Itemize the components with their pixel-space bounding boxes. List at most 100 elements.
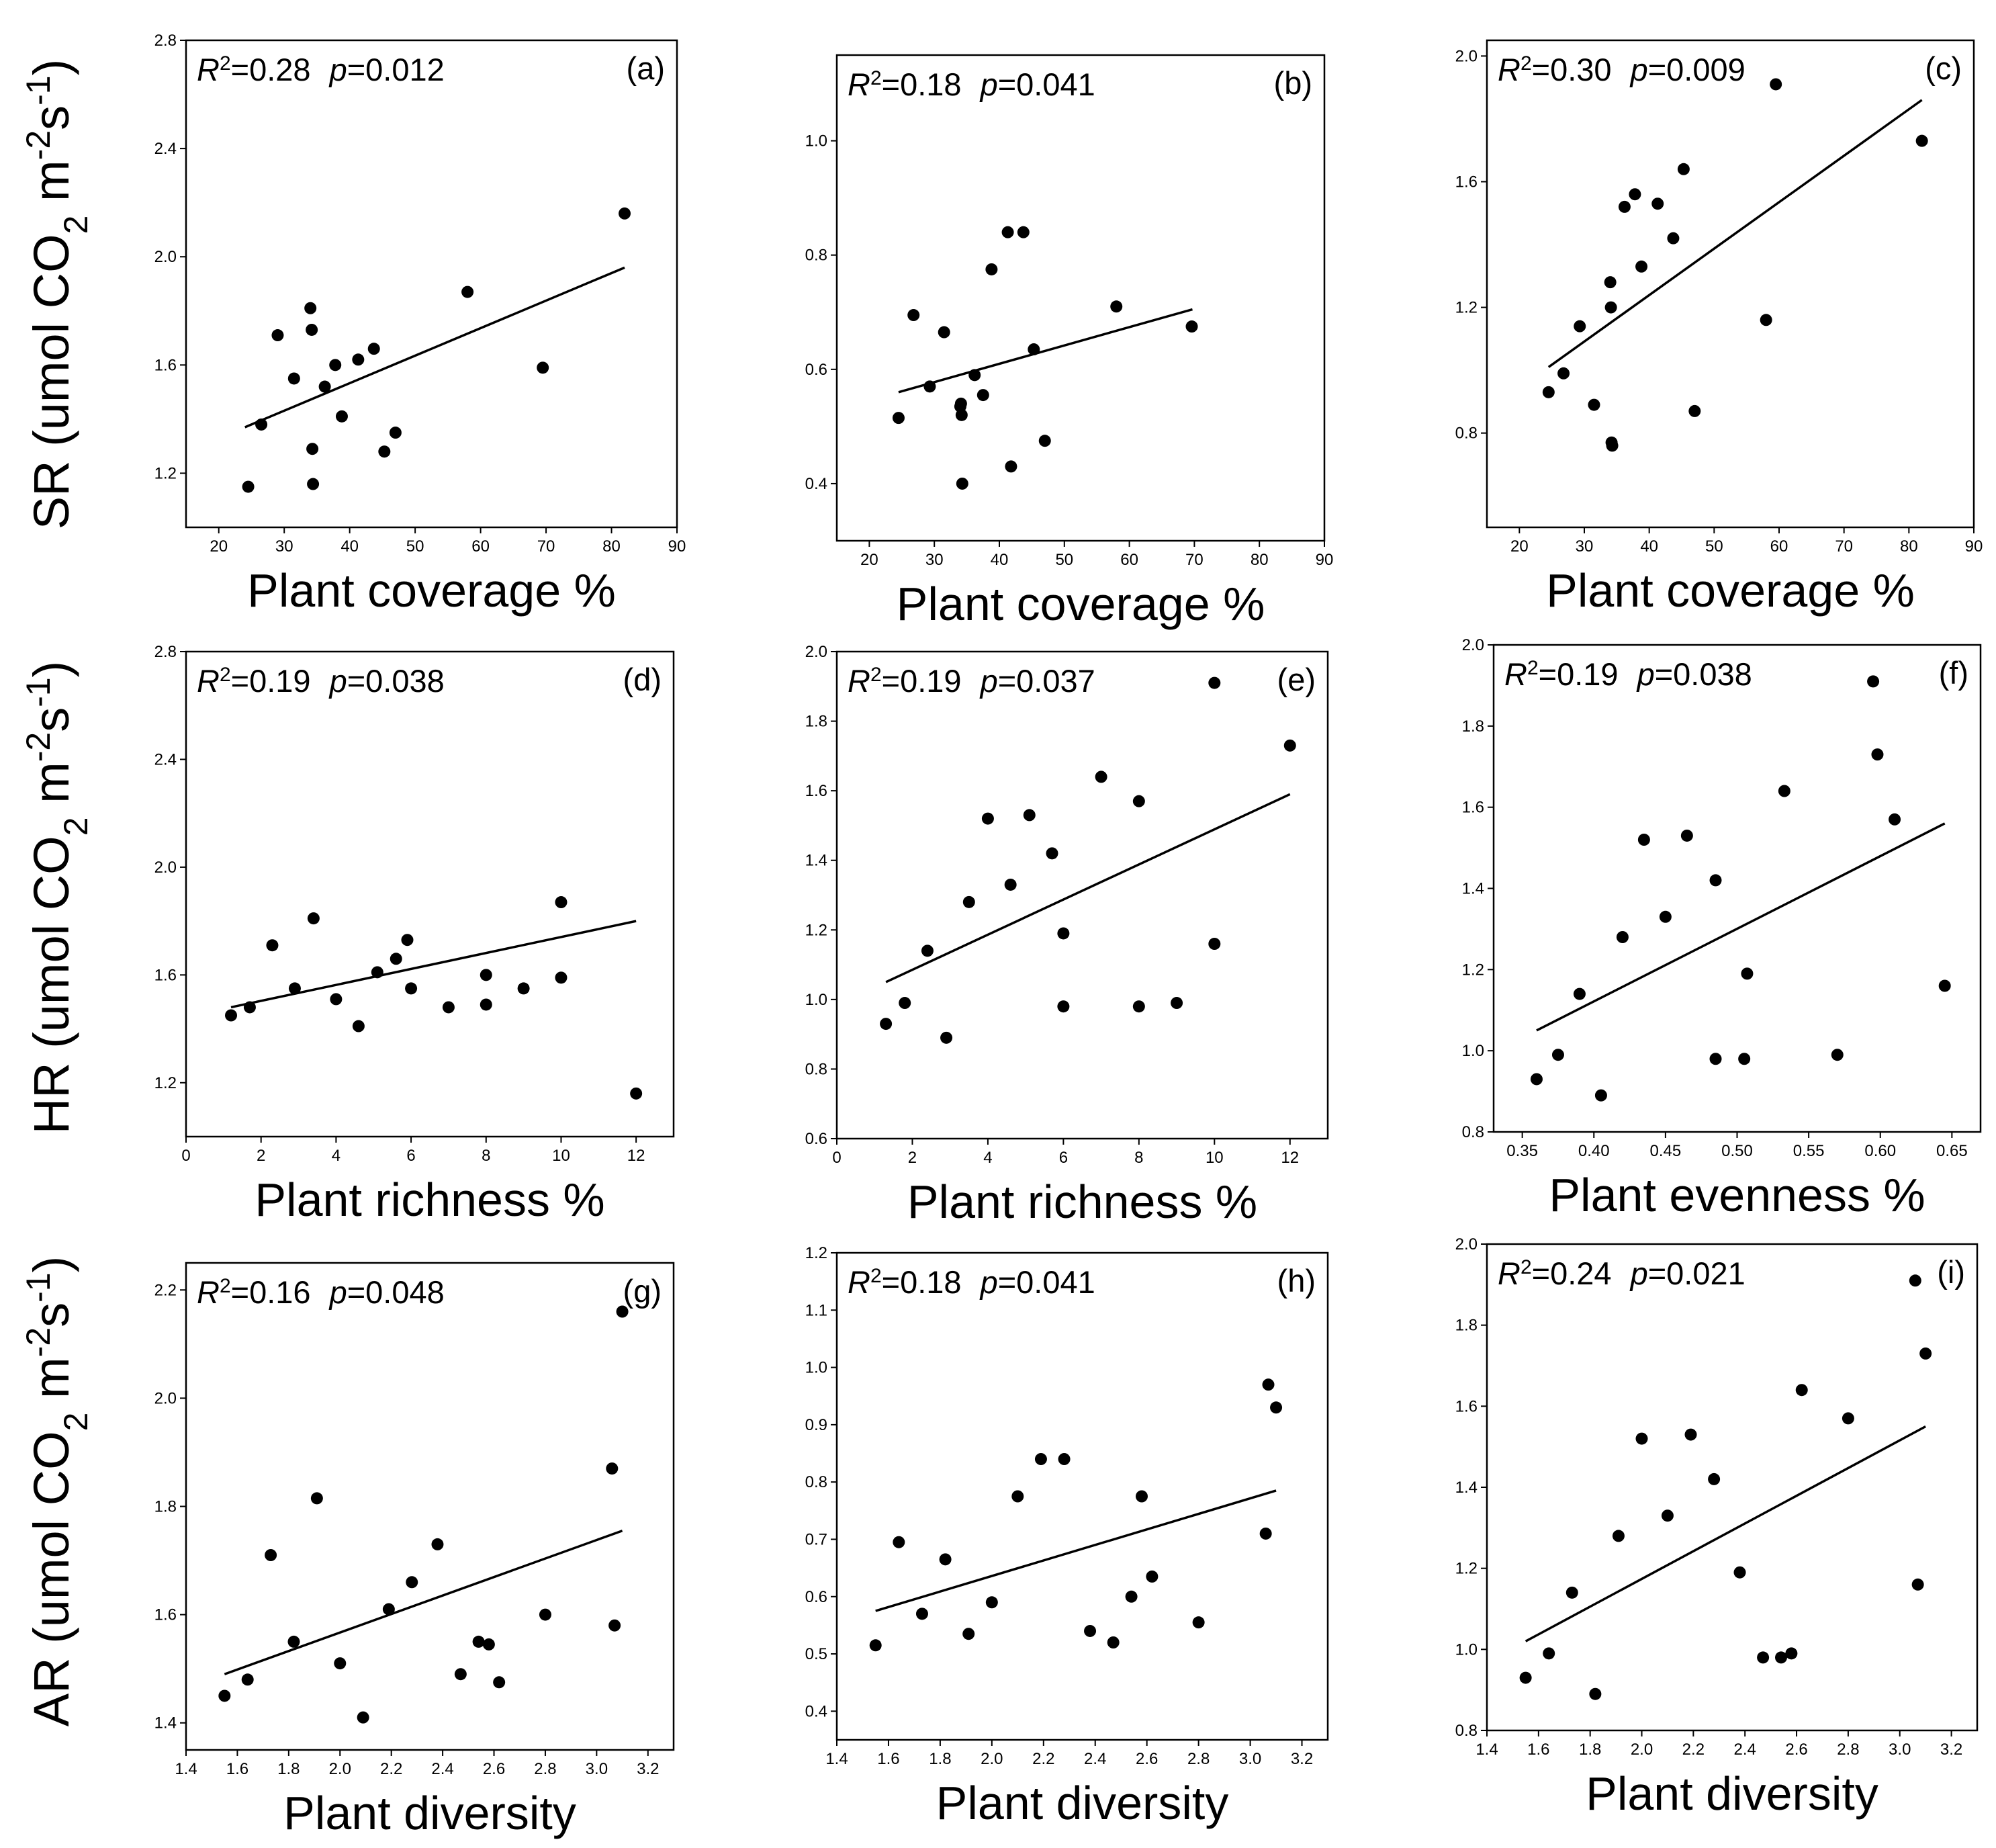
y-tick-label: 0.8 [1462,1123,1484,1141]
panel-label: (d) [623,662,662,697]
data-point [1171,997,1183,1010]
data-point [1604,301,1617,314]
plot-frame [835,650,1329,1140]
x-tick-label: 3.2 [1940,1741,1962,1759]
data-point [1604,276,1617,289]
data-point [335,410,348,423]
y-tick-label: 1.0 [805,1359,827,1377]
x-tick-label: 2.0 [981,1750,1003,1768]
data-point [307,478,320,490]
x-tick-label: 2.4 [431,1760,453,1778]
row-label-ar: AR (umol CO2 m-2s-1) [19,1256,95,1727]
y-tick-label: 2.8 [154,32,177,50]
data-point [1110,300,1123,313]
data-point [1637,834,1650,846]
panel-label: (f) [1939,655,1968,691]
data-point [493,1676,506,1689]
stats-annotation: R2=0.28 p=0.012 [197,52,445,87]
data-point [1574,320,1586,333]
x-tick-label: 1.8 [929,1750,951,1768]
y-tick-label: 1.2 [1462,961,1484,979]
x-tick-label: 2 [908,1149,917,1167]
data-point [977,389,989,402]
y-tick-label: 1.2 [1455,299,1478,317]
data-point [1867,675,1880,688]
data-point [401,934,414,947]
panel-d: 0 2 4 6 8 10 12 1.2 1.6 2.0 2.4 2.8 R2=0.19 p=0.038 (d… [154,643,675,1226]
data-point [287,1635,300,1648]
data-point [968,369,981,382]
data-point [1095,771,1107,783]
data-point [306,443,319,455]
data-point [1135,1490,1148,1503]
x-tick-label: 2.8 [1837,1741,1859,1759]
x-axis-title: Plant evenness % [1549,1169,1925,1221]
y-tick-label: 1.6 [154,1606,177,1624]
y-tick-label: 0.8 [1455,1722,1478,1740]
data-point [352,353,365,366]
y-tick-label: 2.8 [154,643,177,661]
data-point [378,445,391,458]
y-tick-label: 1.4 [1455,1479,1478,1497]
x-tick-label: 80 [1251,551,1269,569]
data-point [334,1657,347,1670]
x-tick-label: 3.0 [1239,1750,1261,1768]
x-tick-label: 90 [1316,551,1334,569]
x-tick-label: 60 [471,537,490,556]
y-tick-label: 1.8 [154,1498,177,1516]
data-point [537,361,549,374]
data-point [218,1689,231,1702]
data-point [431,1538,444,1550]
y-tick-label: 0.5 [805,1645,827,1663]
data-point [1889,813,1901,826]
y-tick-label: 1.6 [154,966,177,984]
regression-line [885,793,1291,983]
data-point [907,309,920,322]
data-point [306,323,318,336]
data-point [1132,795,1145,807]
data-point [955,408,968,421]
panel-g: 1.4 1.6 1.8 2.0 2.2 2.4 2.6 2.8 3.0 3.2 1.4 1.6 1.8 2… [154,1262,675,1839]
panel-b: 20 30 40 50 60 70 80 90 0.4 0.6 0.8 1.0 R2=0.18 p=0.0… [805,54,1334,630]
x-tick-label: 2.6 [483,1760,505,1778]
data-point [1017,226,1030,238]
x-tick-label: 2.6 [1136,1750,1158,1768]
x-tick-label: 10 [1206,1149,1224,1167]
data-point [1709,874,1722,887]
x-tick-label: 90 [668,537,686,556]
data-point [1125,1590,1138,1603]
y-tick-label: 2.0 [805,643,827,661]
plot-frame [835,54,1326,542]
data-point [1208,938,1221,950]
data-point [1034,1453,1047,1466]
panel-e: 0 2 4 6 8 10 12 0.6 0.8 1.0 1.2 1.4 1.6 1.8 2.0 R2=0.19… [805,643,1329,1228]
data-point [480,998,492,1011]
y-tick-label: 0.6 [805,361,827,379]
data-point [1023,809,1036,822]
x-tick-label: 0 [181,1147,190,1165]
data-point [1775,1651,1787,1664]
x-tick-label: 0.60 [1864,1142,1896,1160]
row-label-sr: SR (umol CO2 m-2s-1) [19,59,95,530]
y-tick-label: 0.8 [805,1060,827,1078]
data-point [517,982,530,995]
data-point [915,1608,928,1620]
data-point [330,993,343,1006]
y-tick-label: 2.2 [154,1281,177,1299]
x-tick-label: 2.2 [1032,1750,1054,1768]
x-tick-label: 50 [1705,537,1723,556]
x-tick-label: 60 [1770,537,1788,556]
plot-frame [185,650,675,1138]
data-point [1616,931,1629,943]
x-axis-title: Plant coverage % [247,564,616,617]
data-point [1005,460,1017,473]
x-tick-label: 70 [537,537,555,556]
data-point [1259,1527,1272,1540]
x-tick-label: 90 [1965,537,1983,556]
x-tick-label: 1.4 [1476,1741,1498,1759]
x-tick-label: 4 [332,1147,341,1165]
data-point [1911,1578,1924,1591]
plot-frame [1486,39,1975,529]
x-tick-label: 50 [406,537,424,556]
